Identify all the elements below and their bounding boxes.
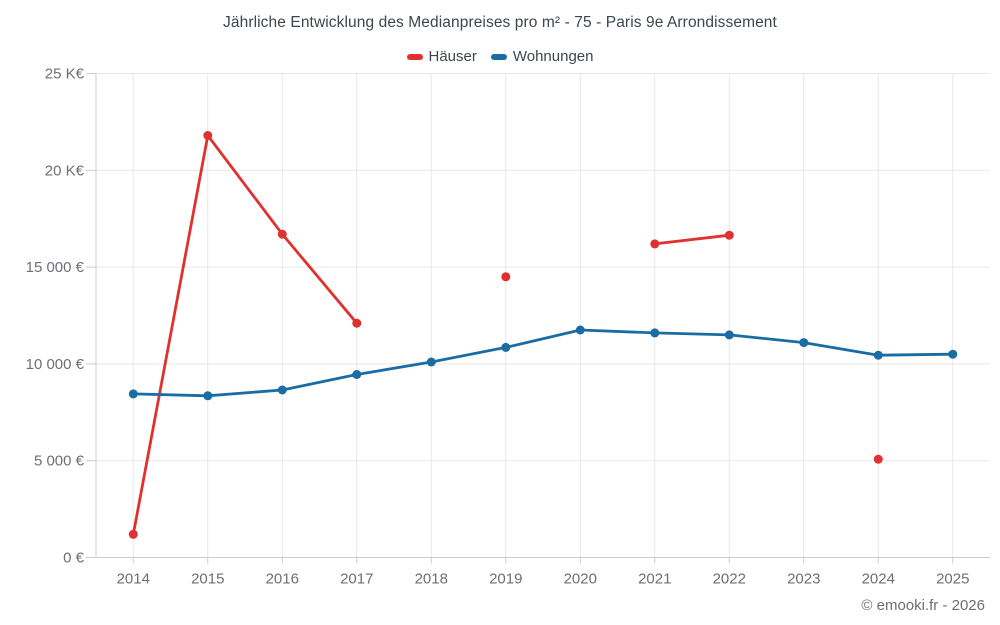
- legend-swatch-wohnungen-icon: [490, 53, 507, 60]
- legend: Häuser Wohnungen: [0, 48, 1000, 65]
- data-point[interactable]: [724, 230, 734, 240]
- data-point[interactable]: [873, 454, 883, 464]
- series-wohnungen: [128, 325, 958, 401]
- data-point[interactable]: [724, 330, 734, 340]
- data-point[interactable]: [128, 389, 138, 399]
- x-axis-label: 2018: [415, 571, 448, 588]
- series-h-user: [128, 131, 883, 539]
- x-axis-label: 2025: [936, 571, 969, 588]
- data-point[interactable]: [426, 357, 436, 367]
- data-point[interactable]: [650, 239, 660, 249]
- y-axis-label: 20 K€: [45, 162, 85, 179]
- data-point[interactable]: [128, 529, 138, 539]
- x-axis-label: 2015: [191, 571, 224, 588]
- chart-title: Jährliche Entwicklung des Medianpreises …: [223, 14, 777, 31]
- axes: [86, 73, 990, 564]
- x-axis-label: 2016: [266, 571, 299, 588]
- data-point[interactable]: [501, 342, 511, 352]
- x-axis-label: 2024: [862, 571, 895, 588]
- data-point[interactable]: [501, 272, 511, 282]
- copyright-credits[interactable]: © emooki.fr - 2026: [861, 597, 985, 614]
- data-point[interactable]: [203, 391, 213, 401]
- legend-label-wohnungen: Wohnungen: [512, 48, 594, 65]
- data-point[interactable]: [277, 385, 287, 395]
- data-point[interactable]: [873, 350, 883, 360]
- x-axis-label: 2022: [713, 571, 746, 588]
- x-axis-label: 2021: [638, 571, 671, 588]
- data-point[interactable]: [575, 325, 585, 335]
- y-gridlines: [96, 73, 990, 558]
- data-point[interactable]: [650, 328, 660, 338]
- legend-item-haeuser[interactable]: Häuser: [406, 48, 477, 65]
- x-gridlines: [132, 73, 954, 558]
- x-axis-label: 2023: [787, 571, 820, 588]
- x-axis-label: 2019: [489, 571, 522, 588]
- x-axis-label: 2014: [117, 571, 150, 588]
- data-point[interactable]: [277, 229, 287, 239]
- data-point[interactable]: [352, 318, 362, 328]
- x-axis-label: 2020: [564, 571, 597, 588]
- legend-label-haeuser: Häuser: [428, 48, 477, 65]
- legend-item-wohnungen[interactable]: Wohnungen: [490, 48, 594, 65]
- y-axis-label: 15 000 €: [26, 259, 85, 276]
- data-point[interactable]: [352, 370, 362, 379]
- x-axis-label: 2017: [340, 571, 373, 588]
- x-axis-labels: 2014 2015 2016 2017 2018 2019 2020 2021 2022 2023…: [117, 571, 970, 588]
- legend-swatch-haeuser-icon: [406, 53, 423, 60]
- data-point[interactable]: [948, 349, 958, 359]
- y-axis-label: 25 K€: [45, 66, 85, 83]
- y-axis-label: 10 000 €: [26, 356, 85, 373]
- data-point[interactable]: [203, 131, 213, 140]
- y-axis-label: 0 €: [63, 550, 85, 567]
- y-axis-labels: 0 € 5 000 € 10 000 € 15 000 € 20 K€ 25 K€: [26, 66, 85, 567]
- data-point[interactable]: [799, 338, 809, 348]
- series-line: [131, 328, 955, 398]
- y-axis-label: 5 000 €: [34, 453, 85, 470]
